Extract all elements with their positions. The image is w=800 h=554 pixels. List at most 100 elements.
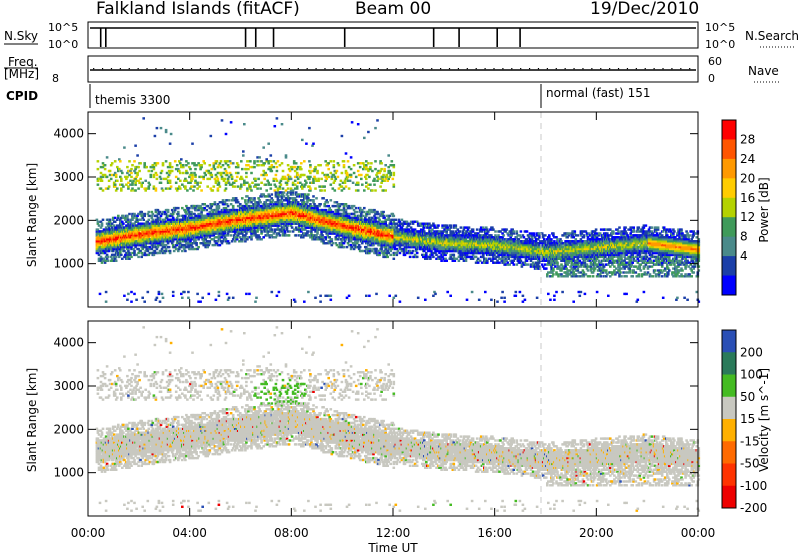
- power-cell: [155, 226, 159, 229]
- freq-dot: [635, 68, 637, 70]
- power-cell: [212, 162, 216, 165]
- power-cell: [231, 204, 235, 208]
- power-cell: [223, 201, 227, 204]
- power-cell: [291, 181, 295, 184]
- power-cell: [354, 206, 358, 210]
- power-cell: [152, 185, 156, 188]
- power-cell: [241, 177, 244, 181]
- power-cell: [301, 193, 304, 196]
- power-cell: [239, 230, 242, 233]
- power-cell: [122, 214, 125, 218]
- power-cell: [161, 249, 165, 253]
- power-cell: [354, 175, 358, 179]
- freq-dot: [155, 68, 157, 70]
- power-cell: [277, 290, 281, 294]
- power-cell: [138, 169, 141, 173]
- power-cell: [178, 185, 181, 188]
- power-cell: [97, 224, 101, 227]
- power-cell: [151, 228, 155, 231]
- power-cell: [301, 187, 304, 190]
- power-cell: [202, 242, 205, 245]
- power-cell: [131, 222, 134, 225]
- power-cell: [185, 179, 188, 182]
- power-cell: [111, 249, 115, 253]
- power-cell: [99, 175, 103, 179]
- power-cell: [96, 222, 100, 225]
- power-cell: [172, 210, 176, 214]
- power-cell: [233, 232, 237, 235]
- power-cell: [274, 191, 278, 194]
- power-cell: [143, 162, 146, 165]
- power-cell: [228, 210, 232, 214]
- power-cell: [107, 226, 111, 229]
- power-cell: [280, 226, 284, 229]
- power-cell: [270, 197, 274, 200]
- power-cell: [114, 173, 118, 177]
- power-cell: [296, 173, 300, 177]
- freq-dot: [689, 68, 691, 70]
- power-cell: [193, 212, 196, 216]
- power-cell: [342, 160, 346, 163]
- power-cell: [189, 247, 192, 251]
- power-cell: [194, 167, 197, 171]
- power-cell: [314, 296, 317, 299]
- power-cell: [246, 187, 249, 190]
- power-cell: [226, 232, 230, 235]
- power-cell: [133, 169, 136, 173]
- power-cell: [234, 228, 238, 231]
- power-cell: [265, 158, 268, 161]
- power-cell: [112, 259, 116, 262]
- power-cell: [113, 185, 117, 188]
- power-cell: [267, 162, 270, 165]
- power-cell: [296, 177, 300, 181]
- power-cell: [246, 189, 249, 192]
- power-cell: [259, 228, 262, 231]
- power-cell: [131, 218, 134, 221]
- power-cell: [217, 234, 221, 237]
- power-cell: [191, 173, 194, 177]
- nave-tick-top: 60: [708, 55, 722, 68]
- power-cell: [319, 238, 322, 241]
- power-cell: [311, 144, 314, 147]
- power-cell: [223, 189, 227, 192]
- freq-dot: [528, 68, 531, 70]
- power-cell: [223, 220, 227, 223]
- power-cell: [177, 206, 180, 210]
- power-cell: [189, 242, 192, 245]
- power-cell: [105, 222, 109, 225]
- power-cell: [199, 216, 202, 220]
- power-cell: [270, 193, 274, 196]
- freq-dot: [546, 68, 548, 70]
- power-cell: [250, 197, 253, 200]
- power-cell: [212, 222, 216, 225]
- power-cell: [133, 160, 136, 163]
- power-cell: [169, 185, 173, 188]
- station-title: Falkland Islands (fitACF): [96, 0, 300, 19]
- power-cell: [96, 179, 100, 182]
- power-cell: [292, 212, 296, 216]
- power-cell: [329, 160, 333, 163]
- power-cell: [228, 183, 232, 186]
- power-cell: [164, 187, 168, 190]
- power-cell: [206, 218, 209, 221]
- power-cell: [128, 224, 131, 227]
- power-cell: [118, 158, 121, 161]
- power-cell: [257, 164, 260, 167]
- power-cell: [203, 203, 206, 206]
- power-cell: [307, 290, 310, 294]
- power-cell: [197, 206, 200, 210]
- power-cell: [188, 165, 191, 169]
- power-cell: [110, 226, 114, 229]
- power-cell: [183, 232, 186, 235]
- power-cell: [314, 167, 317, 171]
- power-cell: [159, 214, 163, 218]
- power-cell: [212, 185, 216, 188]
- power-cell: [224, 169, 228, 173]
- power-cell: [217, 164, 221, 167]
- freq-dot: [101, 68, 104, 70]
- power-cell: [227, 296, 231, 299]
- power-cell: [282, 224, 286, 227]
- power-cell: [173, 160, 177, 163]
- power-cell: [286, 173, 290, 177]
- power-cell: [164, 247, 168, 251]
